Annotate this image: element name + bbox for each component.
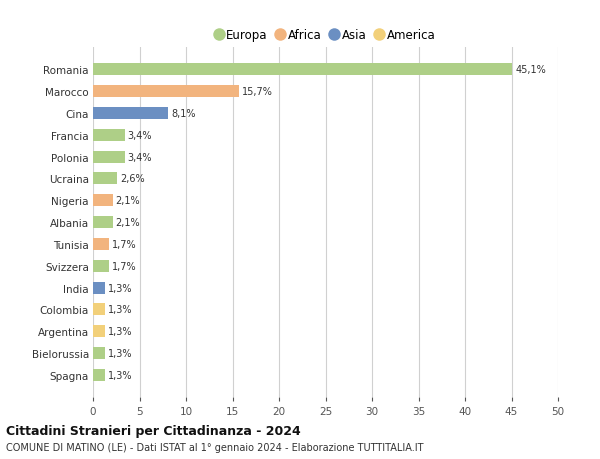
Text: 1,3%: 1,3%	[108, 305, 133, 315]
Text: 1,3%: 1,3%	[108, 283, 133, 293]
Text: 1,3%: 1,3%	[108, 327, 133, 336]
Bar	[93, 64, 512, 76]
Bar	[93, 195, 113, 207]
Text: 2,1%: 2,1%	[115, 218, 140, 228]
Text: 45,1%: 45,1%	[515, 65, 546, 75]
Text: 3,4%: 3,4%	[127, 152, 152, 162]
Text: 3,4%: 3,4%	[127, 130, 152, 140]
Legend: Europa, Africa, Asia, America: Europa, Africa, Asia, America	[211, 24, 440, 47]
Bar	[93, 260, 109, 272]
Bar	[93, 151, 125, 163]
Bar	[93, 129, 125, 141]
Bar	[93, 282, 105, 294]
Bar	[93, 238, 109, 251]
Text: 15,7%: 15,7%	[242, 87, 272, 97]
Bar	[93, 369, 105, 381]
Bar	[93, 108, 169, 120]
Text: 1,7%: 1,7%	[112, 261, 136, 271]
Bar	[93, 347, 105, 359]
Text: 8,1%: 8,1%	[171, 109, 196, 118]
Bar	[93, 325, 105, 337]
Bar	[93, 86, 239, 98]
Text: 1,7%: 1,7%	[112, 240, 136, 249]
Bar	[93, 173, 117, 185]
Text: 2,6%: 2,6%	[120, 174, 145, 184]
Text: COMUNE DI MATINO (LE) - Dati ISTAT al 1° gennaio 2024 - Elaborazione TUTTITALIA.: COMUNE DI MATINO (LE) - Dati ISTAT al 1°…	[6, 442, 424, 452]
Bar	[93, 217, 113, 229]
Text: 1,3%: 1,3%	[108, 348, 133, 358]
Bar	[93, 304, 105, 316]
Text: 1,3%: 1,3%	[108, 370, 133, 380]
Text: 2,1%: 2,1%	[115, 196, 140, 206]
Text: Cittadini Stranieri per Cittadinanza - 2024: Cittadini Stranieri per Cittadinanza - 2…	[6, 425, 301, 437]
